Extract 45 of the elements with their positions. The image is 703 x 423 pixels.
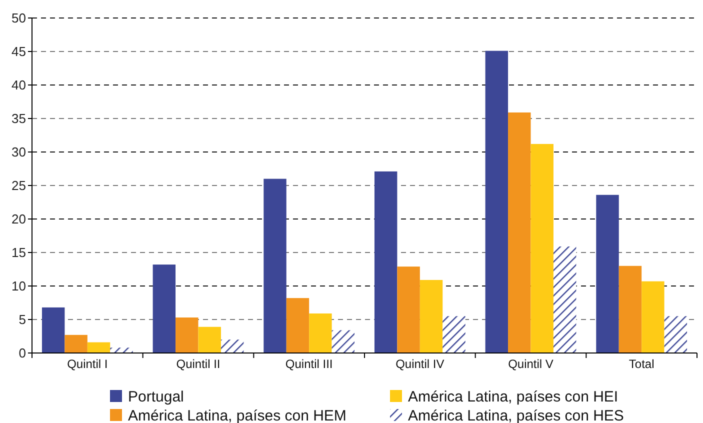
y-tick-label: 30 xyxy=(12,144,26,160)
bar xyxy=(508,112,531,353)
y-tick-label: 20 xyxy=(12,212,26,227)
bar xyxy=(220,340,244,353)
bar xyxy=(264,178,286,353)
y-tick-label: 5 xyxy=(18,312,26,328)
bar xyxy=(87,342,110,353)
bar xyxy=(596,194,619,353)
bar xyxy=(397,266,420,353)
x-tick-label: Quintil II xyxy=(176,357,220,371)
bar xyxy=(420,280,443,353)
bar xyxy=(642,281,664,353)
y-tick-label: 50 xyxy=(12,10,26,26)
y-tick-label: 40 xyxy=(12,78,26,93)
bar xyxy=(553,246,576,353)
x-tick-label: Quintil IV xyxy=(396,357,444,371)
bar xyxy=(618,266,642,353)
bar xyxy=(42,307,65,353)
bar xyxy=(664,316,688,353)
y-tick-label: 25 xyxy=(12,178,26,194)
y-tick-label: 45 xyxy=(12,44,26,60)
bar xyxy=(442,316,466,353)
legend-label: América Latina, países con HES xyxy=(408,407,624,423)
bar xyxy=(309,313,332,353)
x-tick-label: Quintil III xyxy=(285,357,333,371)
bar xyxy=(152,264,176,353)
bar xyxy=(110,348,133,353)
y-tick-label: 35 xyxy=(12,111,26,126)
y-tick-label: 0 xyxy=(18,346,26,361)
y-tick-label: 10 xyxy=(12,278,26,294)
bar xyxy=(530,144,554,353)
x-tick-label: Quintil I xyxy=(67,357,108,371)
bar xyxy=(176,317,198,353)
bar xyxy=(485,50,508,353)
bar xyxy=(64,334,88,353)
x-tick-label: Total xyxy=(628,357,654,371)
bar xyxy=(332,330,355,353)
legend-label: América Latina, países con HEI xyxy=(408,388,618,406)
x-tick-label: Quintil V xyxy=(508,357,554,371)
bar xyxy=(286,298,310,353)
bar xyxy=(198,326,221,353)
bar xyxy=(374,171,398,353)
legend-label: América Latina, países con HEM xyxy=(128,407,346,423)
y-tick-label: 15 xyxy=(12,245,26,260)
legend-label: Portugal xyxy=(128,388,184,406)
